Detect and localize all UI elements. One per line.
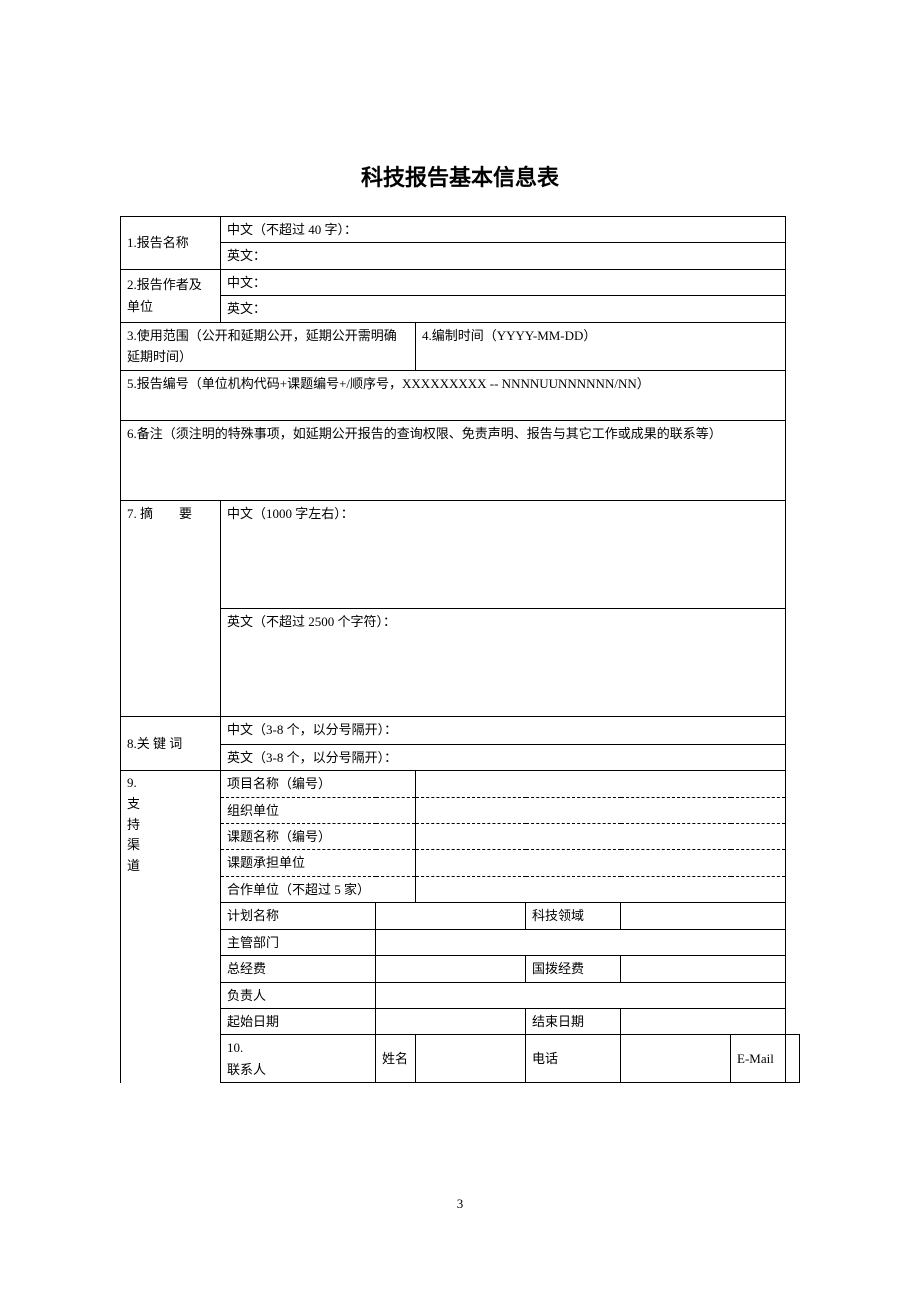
val-contact-email	[786, 1035, 800, 1083]
label-task-name: 课题名称（编号）	[221, 823, 416, 849]
report-name-cn: 中文（不超过 40 字）：	[221, 217, 786, 243]
val-tech-field	[621, 903, 786, 929]
label-dept: 主管部门	[221, 929, 376, 955]
label-end-date: 结束日期	[526, 1009, 621, 1035]
val-coop	[416, 876, 786, 902]
label-report-name: 1.报告名称	[121, 217, 221, 270]
label-plan: 计划名称	[221, 903, 376, 929]
label-project-name: 项目名称（编号）	[221, 771, 416, 797]
label-abstract: 7. 摘 要	[121, 500, 221, 716]
keywords-en: 英文（3-8 个，以分号隔开）：	[221, 744, 786, 770]
label-scope: 3.使用范围（公开和延期公开，延期公开需明确延期时间）	[121, 322, 416, 370]
val-state-cost	[621, 956, 786, 982]
val-leader	[376, 982, 786, 1008]
val-org	[416, 797, 786, 823]
label-author: 2.报告作者及单位	[121, 269, 221, 322]
label-compile-time: 4.编制时间（YYYY-MM-DD）	[416, 322, 786, 370]
label-state-cost: 国拨经费	[526, 956, 621, 982]
info-table: 1.报告名称 中文（不超过 40 字）： 英文： 2.报告作者及单位 中文： 英…	[120, 216, 800, 1083]
label-keywords: 8.关 键 词	[121, 716, 221, 770]
val-start-date	[376, 1009, 526, 1035]
label-start-date: 起始日期	[221, 1009, 376, 1035]
label-support-channel: 9. 支 持 渠 道	[121, 771, 221, 1083]
label-notes: 6.备注（须注明的特殊事项，如延期公开报告的查询权限、免责声明、报告与其它工作或…	[121, 420, 786, 500]
label-task-unit: 课题承担单位	[221, 850, 416, 876]
page-title: 科技报告基本信息表	[120, 160, 800, 192]
val-total-cost	[376, 956, 526, 982]
report-name-en: 英文：	[221, 243, 786, 269]
label-report-no: 5.报告编号（单位机构代码+课题编号+/顺序号，XXXXXXXXX -- NNN…	[121, 370, 786, 420]
label-total-cost: 总经费	[221, 956, 376, 982]
label-org: 组织单位	[221, 797, 416, 823]
val-project-name	[416, 771, 786, 797]
label-contact-email: E-Mail	[731, 1035, 786, 1083]
label-leader: 负责人	[221, 982, 376, 1008]
author-cn: 中文：	[221, 269, 786, 295]
val-dept	[376, 929, 786, 955]
val-task-name	[416, 823, 786, 849]
label-contact: 10. 联系人	[221, 1035, 376, 1083]
val-contact-phone	[621, 1035, 731, 1083]
val-contact-name	[416, 1035, 526, 1083]
label-contact-name: 姓名	[376, 1035, 416, 1083]
val-end-date	[621, 1009, 786, 1035]
val-plan	[376, 903, 526, 929]
keywords-cn: 中文（3-8 个，以分号隔开）：	[221, 716, 786, 744]
abstract-cn: 中文（1000 字左右）：	[221, 500, 786, 608]
label-contact-phone: 电话	[526, 1035, 621, 1083]
author-en: 英文：	[221, 296, 786, 322]
val-task-unit	[416, 850, 786, 876]
abstract-en: 英文（不超过 2500 个字符）：	[221, 608, 786, 716]
page-number: 3	[0, 1196, 920, 1212]
label-tech-field: 科技领域	[526, 903, 621, 929]
label-coop: 合作单位（不超过 5 家）	[221, 876, 416, 902]
